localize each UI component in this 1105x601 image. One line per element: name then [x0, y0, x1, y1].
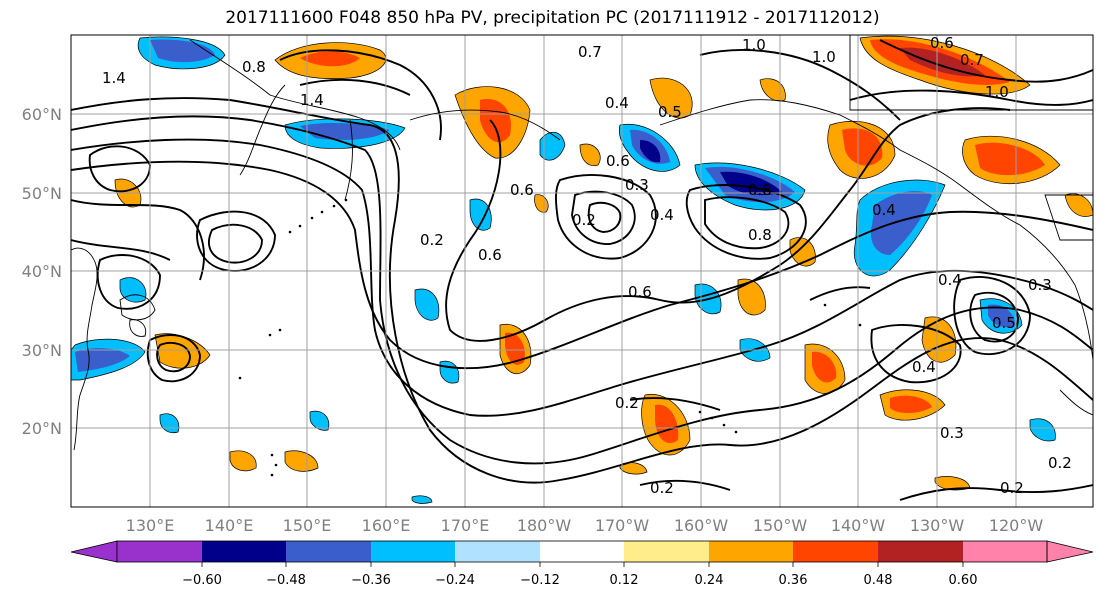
contour-label: 1.4 [102, 69, 126, 87]
contour-label: 0.3 [1028, 276, 1052, 294]
lon-label: 170°E [441, 516, 490, 535]
contour-label: 0.8 [748, 181, 772, 199]
lon-label: 130°E [126, 516, 175, 535]
lon-label: 150°W [753, 516, 808, 535]
lon-label: 160°W [674, 516, 729, 535]
islands [238, 198, 862, 477]
lon-label: 140°E [205, 516, 254, 535]
colorbar-tick-label: 0.60 [949, 573, 978, 588]
contour-label: 0.6 [510, 181, 534, 199]
contour-label: 0.8 [242, 58, 266, 76]
contour-label: 0.2 [615, 394, 639, 412]
colorbar-segment [286, 541, 371, 562]
contour-label: 0.3 [625, 176, 649, 194]
colorbar-tick-label: 0.36 [779, 573, 808, 588]
colorbar: −0.60 −0.48 −0.36 −0.24 −0.12 0.12 0.24 … [70, 540, 1094, 588]
colorbar-segment [793, 541, 878, 562]
colorbar-frame [116, 540, 1048, 563]
contour-label: 0.7 [960, 51, 984, 69]
colorbar-extend-max [1046, 540, 1094, 563]
colorbar-tick-label: −0.48 [266, 573, 306, 588]
colorbar-segment [963, 541, 1047, 562]
lat-label: 30°N [22, 341, 62, 360]
contour-label: 0.6 [478, 246, 502, 264]
contour-label: 0.4 [605, 94, 629, 112]
contour-label: 1.4 [300, 91, 324, 109]
colorbar-tick-label: −0.36 [351, 573, 391, 588]
lat-label: 20°N [22, 419, 62, 438]
contour-label: 0.6 [628, 283, 652, 301]
lon-label: 140°W [831, 516, 886, 535]
contour-label: 1.0 [742, 36, 766, 54]
contour-label: 0.2 [1048, 454, 1072, 472]
lon-label: 180°W [517, 516, 572, 535]
colorbar-segment [202, 541, 286, 562]
contour-label: 1.0 [812, 48, 836, 66]
colorbar-segment [117, 541, 202, 562]
contour-label: 0.6 [930, 34, 954, 52]
map-frame [70, 34, 1094, 508]
lon-label: 120°W [989, 516, 1044, 535]
contour-label: 0.4 [872, 201, 896, 219]
contour-label: 0.8 [748, 226, 772, 244]
colorbar-segment [624, 541, 709, 562]
colorbar-tick-label: 0.48 [864, 573, 893, 588]
lat-label: 60°N [22, 105, 62, 124]
contour-label: 0.6 [606, 152, 630, 170]
lat-label: 40°N [22, 262, 62, 281]
lon-label: 170°W [595, 516, 650, 535]
contour-label: 0.7 [578, 43, 602, 61]
contour-labels: 1.4 0.8 1.4 0.7 1.0 1.0 0.6 0.7 0.4 0.5 … [102, 34, 1072, 497]
lon-label: 130°W [910, 516, 965, 535]
lat-label: 50°N [22, 184, 62, 203]
contour-label: 0.5 [658, 103, 682, 121]
colorbar-tick-label: −0.24 [435, 573, 475, 588]
colorbar-segment [878, 541, 963, 562]
graticule [71, 35, 1093, 507]
colorbar-extend-min [70, 540, 118, 563]
contour-label: 0.4 [938, 271, 962, 289]
contour-label: 0.2 [572, 211, 596, 229]
colorbar-tick-label: −0.12 [520, 573, 560, 588]
contour-label: 0.3 [940, 424, 964, 442]
coastlines [71, 35, 1093, 451]
lon-label: 160°E [362, 516, 411, 535]
colorbar-tick-label: 0.24 [695, 573, 724, 588]
colorbar-segment [455, 541, 540, 562]
contour-label: 0.2 [1000, 479, 1024, 497]
lon-label: 150°E [283, 516, 332, 535]
lon-labels: 130°E 140°E 150°E 160°E 170°E 180°W 170°… [126, 516, 1044, 535]
colorbar-tick-label: −0.60 [182, 573, 222, 588]
contour-label: 0.2 [650, 479, 674, 497]
contour-label: 0.2 [420, 231, 444, 249]
map-title: 2017111600 F048 850 hPa PV, precipitatio… [225, 8, 880, 28]
lat-labels: 60°N 50°N 40°N 30°N 20°N [22, 105, 62, 438]
colorbar-tick-label: 0.12 [610, 573, 639, 588]
contour-label: 0.4 [650, 206, 674, 224]
contour-label: 1.0 [985, 83, 1009, 101]
colorbar-segment [371, 541, 455, 562]
colorbar-segment [709, 541, 793, 562]
contour-label: 0.5 [992, 314, 1016, 332]
colorbar-segment [540, 541, 624, 562]
contour-label: 0.4 [912, 358, 936, 376]
